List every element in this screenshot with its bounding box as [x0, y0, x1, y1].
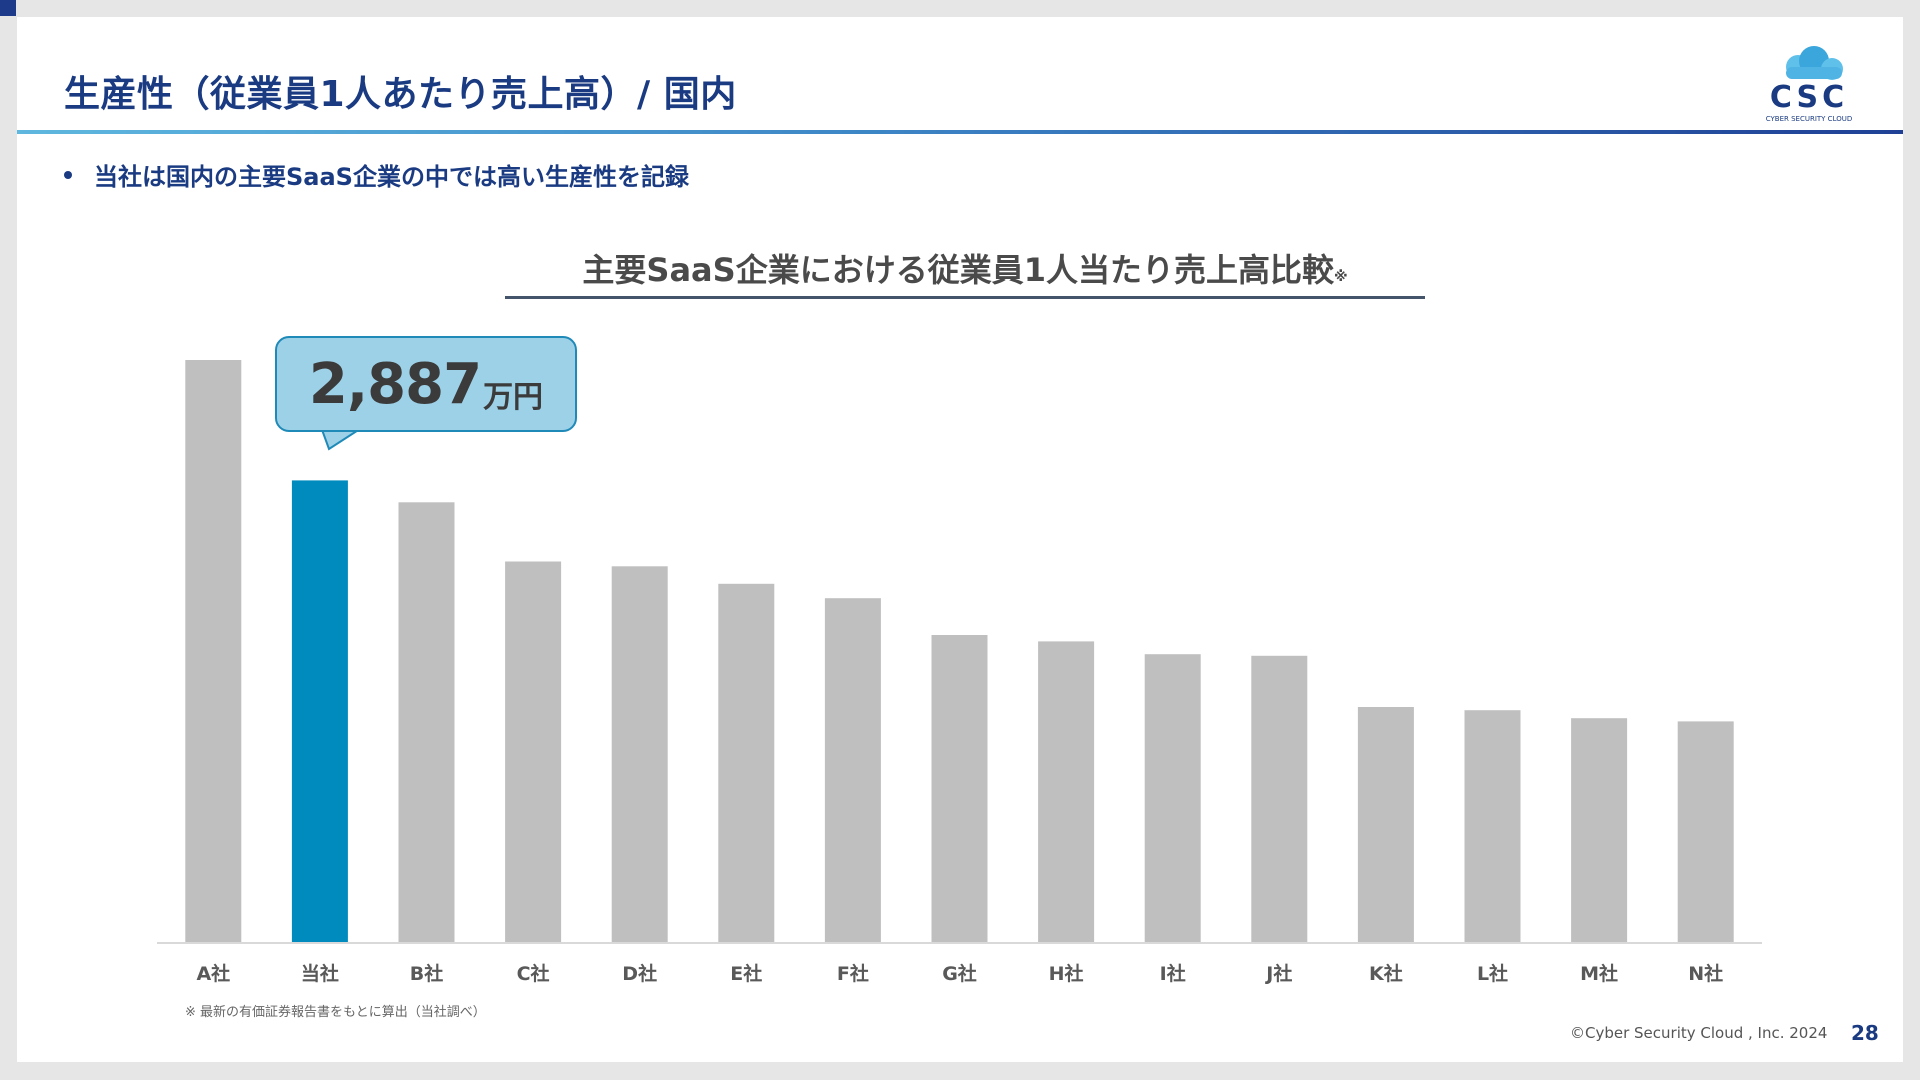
bar-12 [1357, 707, 1414, 942]
bar-4 [505, 561, 562, 942]
bar-5 [611, 566, 668, 942]
chart-title-underline [505, 296, 1425, 299]
chart-title: 主要SaaS企業における従業員1人当たり売上高比較※ [505, 245, 1425, 291]
x-tick-label: D社 [622, 962, 657, 985]
bar-13 [1464, 710, 1521, 942]
title-divider [17, 130, 1903, 134]
x-tick-label: B社 [410, 962, 443, 985]
x-tick-label: N社 [1688, 962, 1723, 985]
x-tick-label: A社 [196, 962, 230, 985]
bar-8 [931, 635, 988, 942]
x-tick-label: G社 [942, 962, 977, 985]
bar-14 [1571, 718, 1628, 942]
bar-6 [718, 583, 775, 942]
x-tick-label: L社 [1477, 962, 1508, 985]
bullet-item: 当社は国内の主要SaaS企業の中では高い生産性を記録 [64, 157, 689, 192]
bar-9 [1038, 641, 1095, 942]
bar-11 [1251, 655, 1308, 942]
bar-chart: A社 当社 B社 C社 D社 E社 F社 G社 H社 I社 J社 K社 L社 M社 N社 [157, 360, 1762, 985]
slide: 生産性（従業員1人あたり売上高）/ 国内 CSC CYBER SECURITY … [17, 17, 1903, 1062]
cloud-icon: CSC CYBER SECURITY CLOUD [1766, 46, 1853, 123]
bar-1 [185, 360, 242, 942]
x-tick-label: E社 [730, 962, 762, 985]
chart-title-note-mark: ※ [1333, 269, 1348, 285]
callout-unit: 万円 [483, 380, 544, 415]
bar-2 [291, 480, 348, 942]
page-number: 28 [1851, 1021, 1879, 1045]
bar-series [185, 360, 1734, 942]
callout-value: 2,887 [308, 351, 482, 417]
x-tick-label: C社 [517, 962, 550, 985]
x-axis-labels: A社 当社 B社 C社 D社 E社 F社 G社 H社 I社 J社 K社 L社 M社 N社 [196, 962, 1723, 985]
x-tick-label: H社 [1049, 962, 1084, 985]
chart-title-text: 主要SaaS企業における従業員1人当たり売上高比較 [582, 251, 1334, 289]
bar-3 [398, 502, 455, 942]
x-tick-label: K社 [1369, 962, 1403, 985]
footnote: ※ 最新の有価証券報告書をもとに算出（当社調べ） [185, 1005, 486, 1020]
company-logo: CSC CYBER SECURITY CLOUD [1754, 45, 1864, 125]
x-tick-label: J社 [1264, 962, 1292, 985]
bar-7 [824, 598, 881, 942]
bullet-dot [64, 170, 72, 179]
x-tick-label: F社 [837, 962, 869, 985]
value-callout: 2,887 万円 [275, 336, 577, 432]
corner-mark [0, 0, 16, 16]
copyright: ©Cyber Security Cloud , Inc. 2024 [1570, 1024, 1828, 1042]
x-tick-label: M社 [1580, 962, 1618, 985]
bar-15 [1677, 721, 1734, 942]
x-tick-label: I社 [1160, 962, 1186, 985]
page-title: 生産性（従業員1人あたり売上高）/ 国内 [64, 74, 737, 115]
logo-text: CSC [1770, 80, 1848, 115]
logo-subtext: CYBER SECURITY CLOUD [1766, 115, 1853, 123]
bar-10 [1144, 654, 1201, 942]
x-tick-label: 当社 [301, 962, 339, 985]
bullet-text: 当社は国内の主要SaaS企業の中では高い生産性を記録 [94, 163, 689, 191]
